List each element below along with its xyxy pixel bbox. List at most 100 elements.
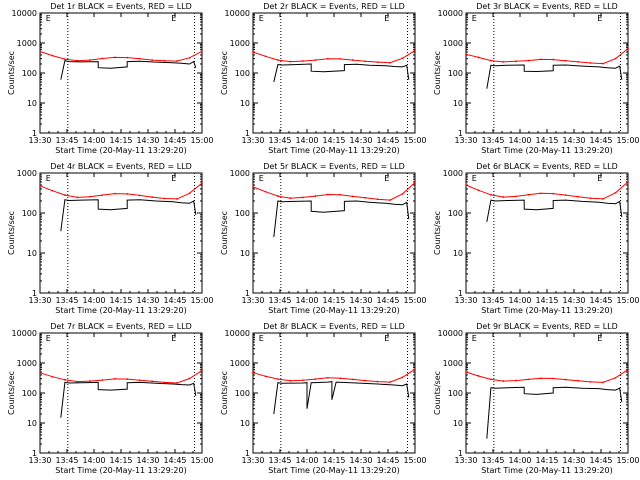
event-marker-e: E — [597, 14, 602, 23]
x-tick-label: 15:00 — [190, 136, 213, 145]
red-series-point — [614, 191, 617, 194]
red-series-point — [252, 51, 254, 53]
red-series-point — [514, 379, 517, 382]
event-marker-e: E — [171, 334, 176, 343]
y-tick-label: 10 — [27, 419, 37, 428]
x-tick-label: 14:30 — [349, 456, 372, 465]
x-tick-label: 14:15 — [109, 456, 132, 465]
y-axis-label: Counts/sec — [433, 211, 442, 255]
red-series-point — [188, 377, 191, 380]
event-marker-e: E — [472, 174, 477, 183]
red-series-point — [201, 369, 203, 372]
y-tick-label: 100 — [235, 209, 250, 218]
red-series-point — [176, 198, 178, 200]
x-tick-label: 13:30 — [28, 296, 51, 305]
y-tick-label: 10 — [27, 99, 37, 108]
red-series-point — [364, 379, 367, 382]
red-series-point — [176, 382, 178, 384]
plot-frame — [465, 172, 629, 294]
red-series-point — [539, 58, 542, 61]
red-series-point — [252, 185, 254, 188]
red-series-point — [490, 59, 492, 62]
red-series-point — [301, 196, 304, 199]
x-tick-label: 13:30 — [241, 296, 264, 305]
event-marker-e: E — [46, 174, 51, 183]
event-marker-e: E — [472, 14, 477, 23]
x-tick-label: 15:00 — [403, 456, 426, 465]
red-series-point — [88, 195, 91, 198]
y-tick-label: 1000 — [443, 169, 463, 178]
y-tick-label: 1 — [458, 449, 463, 458]
red-series-point — [76, 380, 79, 383]
red-series-point — [126, 378, 129, 381]
event-marker-e: E — [384, 334, 389, 343]
red-lld-series-line — [252, 50, 416, 64]
black-events-series-line — [273, 200, 410, 238]
y-axis-label: Counts/sec — [7, 211, 16, 255]
y-tick-label: 1000 — [17, 359, 37, 368]
event-marker-e: E — [171, 14, 176, 23]
red-series-point — [477, 375, 480, 377]
red-series-point — [176, 60, 178, 62]
chart-title: Det 7r BLACK = Events, RED = LLD — [50, 322, 192, 331]
black-events-series-line — [60, 381, 197, 418]
red-series-point — [101, 57, 104, 60]
red-series-point — [289, 379, 292, 382]
black-events-series-line — [486, 64, 623, 89]
y-tick-label: 10000 — [12, 329, 37, 338]
detector-panel: Det 4r BLACK = Events, RED = LLD 13:30 13:… — [0, 160, 213, 320]
red-series-point — [264, 375, 267, 378]
red-series-point — [201, 182, 203, 184]
black-events-series-line — [273, 381, 410, 415]
y-tick-label: 1000 — [17, 39, 37, 48]
x-tick-label: 14:00 — [508, 456, 531, 465]
y-tick-label: 1000 — [17, 169, 37, 178]
x-tick-label: 14:15 — [322, 296, 345, 305]
x-tick-label: 14:30 — [562, 296, 585, 305]
y-tick-label: 10000 — [225, 9, 250, 18]
red-series-point — [376, 380, 379, 383]
red-series-point — [514, 60, 517, 63]
red-series-point — [577, 195, 580, 198]
red-series-point — [401, 376, 404, 379]
x-tick-label: 13:45 — [481, 136, 504, 145]
red-series-point — [351, 195, 354, 198]
red-series-point — [502, 60, 505, 63]
x-tick-label: 15:00 — [190, 456, 213, 465]
y-axis-label: Counts/sec — [220, 371, 229, 415]
y-tick-label: 1 — [245, 449, 250, 458]
red-series-point — [339, 377, 342, 380]
red-series-point — [76, 59, 79, 62]
y-tick-label: 1 — [32, 289, 37, 298]
red-series-point — [138, 57, 141, 60]
event-marker-e: E — [597, 334, 602, 343]
y-axis-label: Counts/sec — [433, 51, 442, 95]
x-tick-label: 14:15 — [535, 136, 558, 145]
red-lld-series-line — [252, 368, 416, 383]
y-tick-label: 10 — [27, 249, 37, 258]
red-series-point — [589, 197, 592, 200]
red-series-point — [364, 60, 367, 63]
chart-svg: Det 7r BLACK = Events, RED = LLD 13:30 13:… — [7, 322, 213, 475]
red-series-point — [376, 198, 379, 201]
detector-panel: Det 1r BLACK = Events, RED = LLD 13:30 13:… — [0, 0, 213, 160]
red-series-point — [514, 195, 517, 198]
event-marker-e: E — [472, 334, 477, 343]
red-series-point — [326, 376, 329, 379]
event-marker-e: E — [597, 174, 602, 183]
x-tick-label: 13:30 — [241, 456, 264, 465]
black-events-series-line — [273, 63, 410, 83]
y-axis-label: Counts/sec — [7, 371, 16, 415]
x-tick-label: 14:45 — [589, 296, 612, 305]
red-series-point — [527, 59, 530, 62]
y-axis-label: Counts/sec — [7, 51, 16, 95]
red-series-point — [277, 59, 279, 61]
red-series-point — [477, 56, 480, 59]
red-series-point — [151, 380, 154, 383]
red-series-point — [113, 56, 116, 59]
red-series-point — [64, 58, 66, 61]
red-series-point — [477, 189, 480, 192]
red-series-point — [138, 194, 141, 197]
y-tick-label: 10 — [240, 99, 250, 108]
